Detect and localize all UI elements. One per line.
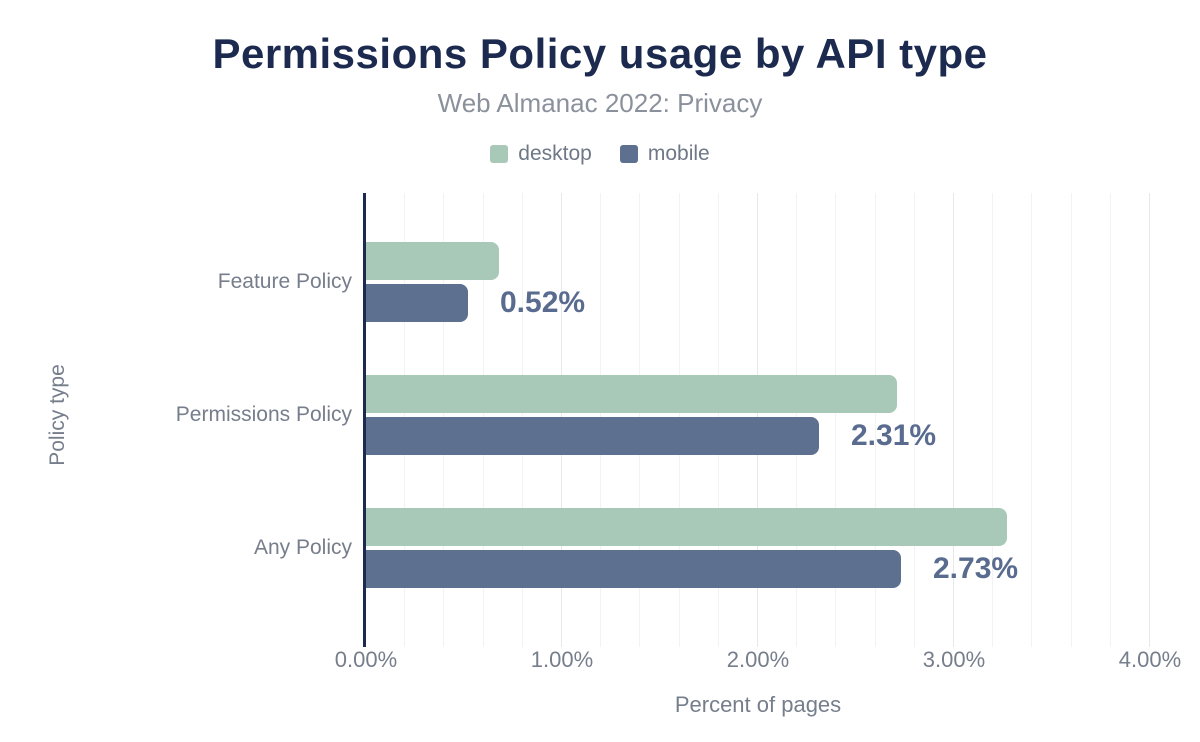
chart-title: Permissions Policy usage by API type [212, 30, 988, 77]
y-axis-line [363, 193, 366, 647]
legend-item-mobile[interactable]: mobile [619, 142, 710, 166]
minor-gridline [914, 193, 915, 647]
chart-legend: desktop mobile [0, 142, 1200, 166]
category-label: Permissions Policy [175, 403, 352, 426]
bar-mobile-1[interactable] [366, 284, 468, 322]
bar-mobile-3[interactable] [366, 550, 901, 588]
x-tick-label: 2.00% [726, 647, 790, 672]
major-gridline [953, 193, 954, 647]
chart-subtitle: Web Almanac 2022: Privacy [437, 88, 763, 118]
bar-mobile-2[interactable] [366, 417, 819, 455]
legend-label-desktop: desktop [518, 142, 592, 165]
x-tick-label: 1.00% [530, 647, 594, 672]
category-label: Any Policy [253, 536, 352, 559]
x-tick-label: 3.00% [922, 647, 986, 672]
minor-gridline [992, 193, 993, 647]
minor-gridline [1110, 193, 1111, 647]
plot-area [366, 193, 1150, 647]
legend-label-mobile: mobile [647, 142, 710, 165]
minor-gridline [1031, 193, 1032, 647]
bar-desktop-2[interactable] [366, 375, 897, 413]
y-axis-title: Policy type [46, 364, 69, 466]
minor-gridline [1071, 193, 1072, 647]
desktop-swatch-icon [490, 145, 509, 163]
value-label: 0.52% [500, 286, 586, 319]
x-tick-label: 4.00% [1118, 647, 1182, 672]
bar-desktop-1[interactable] [366, 242, 499, 280]
legend-item-desktop[interactable]: desktop [490, 142, 592, 166]
x-axis-title: Percent of pages [674, 692, 842, 717]
minor-gridline [875, 193, 876, 647]
mobile-swatch-icon [619, 145, 638, 163]
major-gridline [1149, 193, 1150, 647]
value-label: 2.73% [933, 552, 1019, 585]
value-label: 2.31% [851, 419, 937, 452]
minor-gridline [835, 193, 836, 647]
bar-desktop-3[interactable] [366, 508, 1007, 546]
x-tick-label: 0.00% [334, 647, 398, 672]
category-label: Feature Policy [217, 270, 352, 293]
